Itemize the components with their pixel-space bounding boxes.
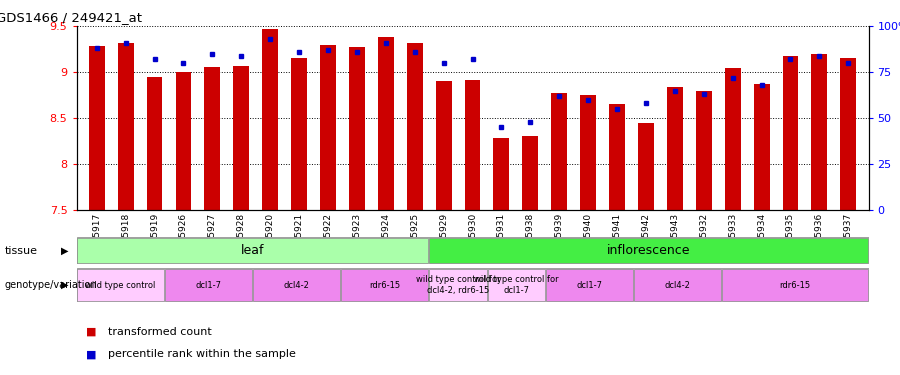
Text: tissue: tissue <box>4 246 38 256</box>
Text: genotype/variation: genotype/variation <box>4 280 97 290</box>
Text: rdr6-15: rdr6-15 <box>779 280 811 290</box>
Bar <box>546 270 634 300</box>
Text: wild type control: wild type control <box>86 280 156 290</box>
Bar <box>147 77 163 210</box>
Bar <box>696 90 712 210</box>
Text: dcl4-2: dcl4-2 <box>284 280 310 290</box>
Bar <box>429 270 487 300</box>
Text: percentile rank within the sample: percentile rank within the sample <box>108 350 296 359</box>
Bar <box>638 123 654 210</box>
Bar <box>89 46 104 210</box>
Bar <box>253 270 340 300</box>
Text: wild type control for
dcl4-2, rdr6-15: wild type control for dcl4-2, rdr6-15 <box>416 275 500 295</box>
Bar <box>341 270 428 300</box>
Title: GDS1466 / 249421_at: GDS1466 / 249421_at <box>0 11 141 24</box>
Bar <box>724 68 741 210</box>
Bar <box>176 72 192 210</box>
Text: ▶: ▶ <box>61 280 68 290</box>
Bar <box>204 67 220 210</box>
Text: inflorescence: inflorescence <box>607 244 690 257</box>
Bar <box>753 84 770 210</box>
Bar <box>165 270 252 300</box>
Bar <box>488 270 545 300</box>
Text: leaf: leaf <box>241 244 265 257</box>
Bar <box>77 238 428 263</box>
Bar <box>667 87 683 210</box>
Bar <box>407 43 423 210</box>
Bar <box>378 37 393 210</box>
Bar <box>812 54 827 210</box>
Bar <box>723 270 868 300</box>
Bar <box>782 56 798 210</box>
Bar <box>429 238 868 263</box>
Text: dcl1-7: dcl1-7 <box>195 280 221 290</box>
Bar <box>118 43 133 210</box>
Text: ■: ■ <box>86 350 96 359</box>
Text: rdr6-15: rdr6-15 <box>369 280 400 290</box>
Bar <box>291 58 307 210</box>
Bar <box>609 104 625 210</box>
Text: dcl4-2: dcl4-2 <box>665 280 691 290</box>
Bar <box>634 270 721 300</box>
Bar <box>493 138 509 210</box>
Bar <box>464 80 481 210</box>
Bar <box>552 93 567 210</box>
Text: ■: ■ <box>86 327 96 337</box>
Bar <box>233 66 249 210</box>
Bar <box>522 136 538 210</box>
Bar <box>262 29 278 210</box>
Bar <box>77 270 164 300</box>
Text: transformed count: transformed count <box>108 327 212 337</box>
Bar <box>436 81 452 210</box>
Text: dcl1-7: dcl1-7 <box>577 280 603 290</box>
Bar <box>841 58 856 210</box>
Bar <box>320 45 336 210</box>
Bar <box>580 95 596 210</box>
Text: ▶: ▶ <box>61 246 68 256</box>
Bar <box>349 47 364 210</box>
Text: wild type control for
dcl1-7: wild type control for dcl1-7 <box>474 275 559 295</box>
